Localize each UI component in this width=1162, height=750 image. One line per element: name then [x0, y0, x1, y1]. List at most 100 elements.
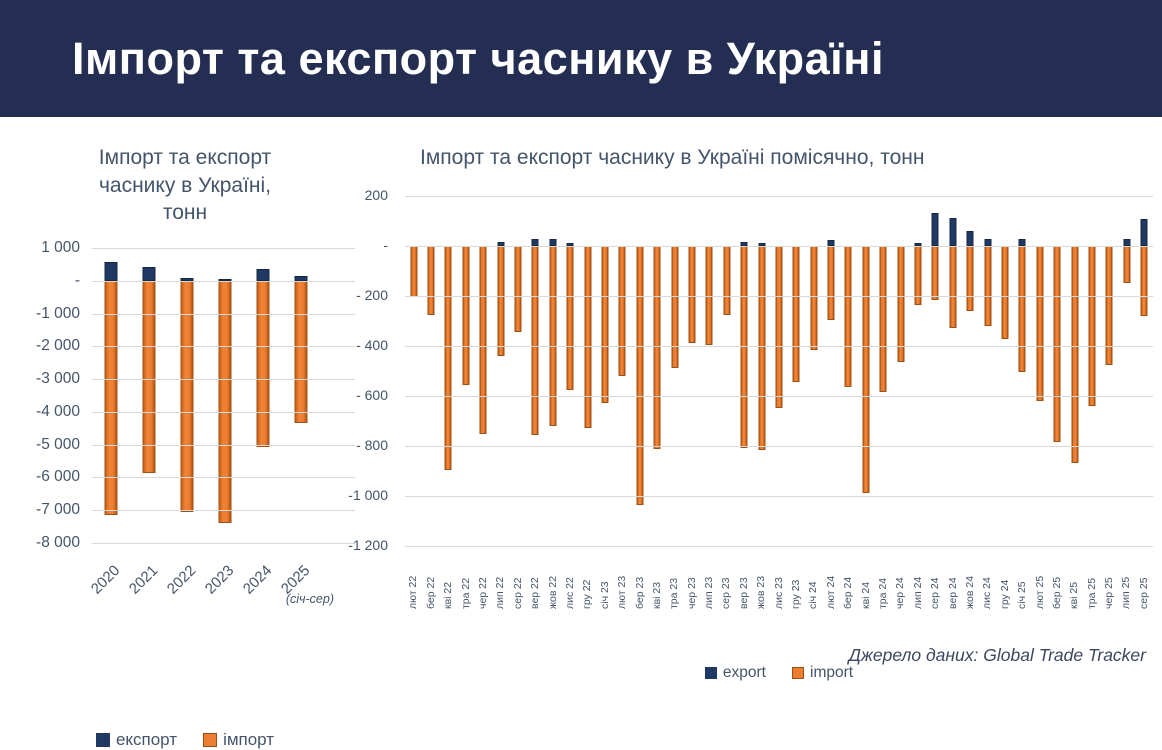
bar-export [758, 243, 765, 247]
gridline [405, 496, 1153, 497]
bar-slot [1118, 196, 1135, 546]
bar-export [931, 213, 939, 247]
x-slot: 2021 [125, 548, 168, 620]
gridline [92, 543, 355, 544]
bar-slot [962, 196, 979, 546]
bar-slot [753, 196, 770, 546]
x-slot: лют 24 [822, 549, 839, 609]
x-tick-label: лип 22 [494, 576, 507, 609]
y-tick-label: - 800 [356, 437, 388, 453]
gridline [405, 546, 1153, 547]
monthly-plot-area [405, 196, 1153, 547]
x-slot: сер 24 [927, 549, 944, 609]
bar-import [1105, 246, 1113, 365]
x-tick-label: січ 24 [807, 581, 820, 609]
y-tick-label: 200 [364, 187, 388, 203]
bar-export [827, 240, 835, 246]
bar-import [671, 246, 679, 369]
bar-slot [527, 196, 544, 546]
x-slot: лис 23 [770, 549, 787, 609]
bar-import [514, 246, 522, 332]
legend-label-import: імпорт [223, 730, 275, 749]
x-slot: кві 24 [857, 549, 874, 609]
x-tick-label: чер 23 [685, 577, 698, 609]
annual-chart-plot: 1 000 - -1 000 -2 000 -3 000 -4 000 -5 000 -6 0… [20, 239, 370, 749]
bar-import [827, 246, 835, 321]
x-slot: чер 23 [683, 549, 700, 609]
x-tick-label: жов 22 [546, 575, 559, 609]
bar-import [844, 246, 852, 388]
x-tick-label: гру 24 [998, 579, 1011, 609]
bar-import [966, 246, 974, 312]
gridline [92, 313, 355, 315]
x-tick-label: тра 22 [459, 577, 472, 609]
x-tick-label: лис 23 [772, 577, 785, 609]
x-slot: лип 22 [492, 549, 509, 609]
bar-import [444, 246, 452, 470]
gridline [405, 446, 1153, 447]
x-slot: лис 22 [562, 549, 579, 609]
bar-import [688, 246, 696, 343]
bar-import [1018, 246, 1026, 372]
x-slot: сер 22 [509, 549, 526, 609]
monthly-x-axis: лют 22 бер 22 кві 22 тра 22 чер 22 лип 22 сер … [405, 549, 1153, 609]
bar-import [618, 246, 626, 376]
bar-import [740, 246, 748, 449]
bar-import [792, 246, 800, 382]
y-tick-label: 1 000 [41, 239, 80, 256]
monthly-legend: export import [405, 664, 1153, 682]
bar-slot [944, 196, 961, 546]
x-tick-label: гру 22 [581, 579, 594, 609]
bar-export [566, 243, 574, 247]
export-swatch-icon [95, 733, 110, 747]
bar-export [256, 269, 270, 281]
y-tick-label: - 200 [356, 287, 388, 303]
legend-item-import: імпорт [203, 730, 274, 750]
legend-item-import: import [792, 664, 853, 682]
gridline [92, 444, 355, 446]
bar-slot [718, 196, 735, 546]
bar-slot [666, 196, 683, 546]
bar-slot [440, 196, 457, 546]
bar-slot [979, 196, 996, 546]
bar-import [1001, 246, 1009, 339]
x-slot: гру 23 [788, 549, 805, 609]
bar-import [723, 246, 731, 315]
bar-import [427, 246, 435, 315]
bar-import [531, 246, 539, 436]
x-tick-label: лип 24 [911, 576, 924, 609]
bar-export [914, 242, 922, 246]
x-tick-label: бер 23 [633, 576, 646, 609]
x-slot: жов 23 [753, 549, 770, 609]
data-source: Джерело даних: Global Trade Tracker [848, 645, 1146, 665]
gridline [92, 280, 355, 282]
x-tick-label: 2023 [201, 562, 238, 598]
annual-x-axis: 2020 2021 2022 2023 2024 2025 (січ-сер) [87, 548, 334, 620]
x-slot: 2024 [239, 548, 282, 620]
x-slot: бер 24 [840, 549, 857, 609]
x-slot: чер 22 [475, 549, 492, 609]
x-slot: бер 23 [631, 549, 648, 609]
y-tick-label: - 600 [356, 387, 388, 403]
bar-slot [596, 196, 613, 546]
y-tick-label: -3 000 [36, 370, 80, 388]
x-tick-label: січ 25 [1016, 581, 1029, 609]
x-tick-label: тра 23 [668, 577, 681, 609]
bar-slot [1048, 196, 1065, 546]
bar-slot [996, 196, 1013, 546]
x-tick-label: лют 22 [407, 575, 420, 609]
bar-export [549, 239, 557, 247]
x-tick-label: кві 23 [650, 581, 663, 609]
x-tick-label: бер 22 [424, 576, 437, 609]
bar-import [294, 280, 308, 424]
export-swatch-icon [704, 667, 717, 679]
bar-slot [1135, 196, 1152, 546]
x-tick-label: лис 22 [563, 577, 576, 609]
bar-slot [1083, 196, 1100, 546]
bar-slot [822, 196, 839, 546]
bar-export [180, 277, 194, 281]
bar-import [758, 246, 765, 450]
x-tick-label: тра 24 [876, 577, 889, 609]
y-tick-label: -6 000 [36, 468, 80, 486]
page-title: Імпорт та експорт часнику в Україні [72, 32, 884, 84]
